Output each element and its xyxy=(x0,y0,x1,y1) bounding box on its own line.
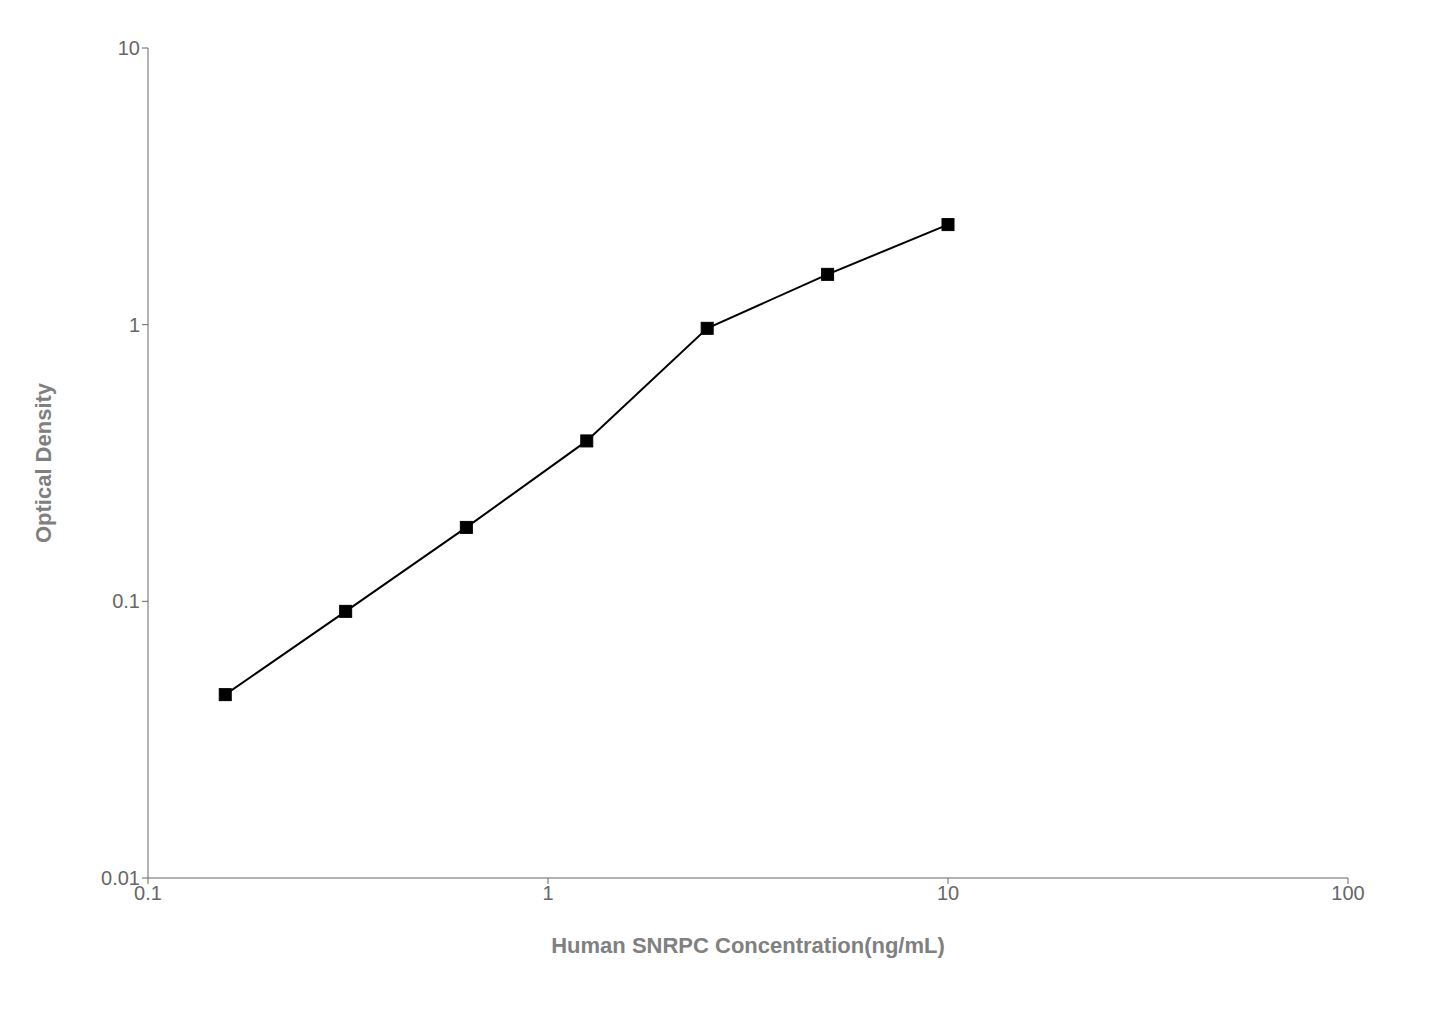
svg-text:10: 10 xyxy=(118,37,140,59)
svg-text:0.01: 0.01 xyxy=(101,867,140,889)
svg-text:0.1: 0.1 xyxy=(134,882,162,905)
svg-text:1: 1 xyxy=(129,314,140,336)
svg-text:100: 100 xyxy=(1331,882,1364,904)
svg-text:1: 1 xyxy=(542,882,553,904)
svg-text:0.1: 0.1 xyxy=(112,590,140,612)
svg-text:Optical Density: Optical Density xyxy=(31,382,56,543)
svg-text:Human SNRPC Concentration(ng/m: Human SNRPC Concentration(ng/mL) xyxy=(551,933,945,958)
svg-text:10: 10 xyxy=(937,882,959,904)
